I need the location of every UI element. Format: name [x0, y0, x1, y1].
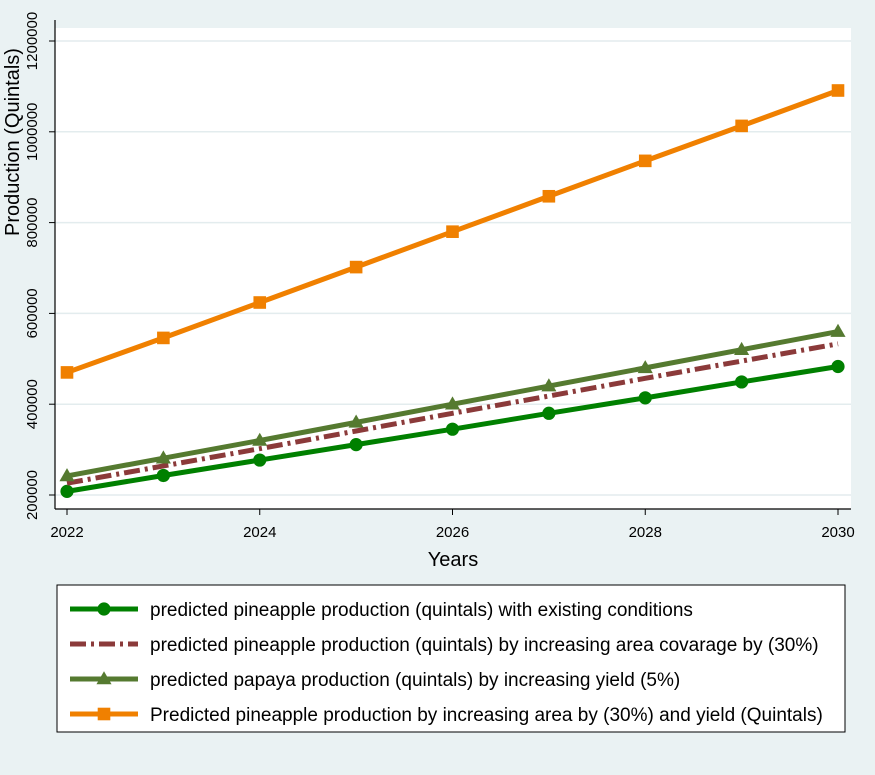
- data-point: [542, 189, 556, 203]
- series: [59, 84, 846, 498]
- legend-item-1: predicted pineapple production (quintals…: [70, 600, 693, 621]
- data-point: [348, 414, 364, 428]
- data-point: [542, 406, 556, 420]
- legend: predicted pineapple production (quintals…: [56, 584, 846, 733]
- y-tick-label: 1200000: [24, 12, 41, 70]
- data-point: [831, 359, 845, 374]
- data-point: [97, 602, 111, 616]
- data-point: [157, 331, 170, 345]
- x-tick-label: 2026: [436, 524, 469, 541]
- data-point: [97, 707, 111, 721]
- legend-label: predicted papaya production (quintals) b…: [150, 670, 680, 691]
- x-tick-label: 2030: [821, 524, 854, 541]
- data-point: [156, 468, 170, 483]
- plot-area: [55, 28, 851, 509]
- data-point: [60, 366, 74, 379]
- data-point: [446, 225, 459, 238]
- legend-label: predicted pineapple production (quintals…: [150, 600, 693, 621]
- data-point: [637, 360, 653, 374]
- series-1: [60, 359, 845, 498]
- data-point: [735, 375, 749, 389]
- data-point: [96, 671, 112, 685]
- x-tick-label: 2022: [50, 524, 83, 541]
- data-point: [155, 450, 171, 464]
- x-tick-label: 2028: [629, 524, 662, 541]
- legend-label: predicted pineapple production (quintals…: [150, 635, 819, 656]
- legend-item-3: predicted papaya production (quintals) b…: [70, 670, 680, 691]
- legend-item-4: Predicted pineapple production by increa…: [70, 705, 823, 726]
- data-point: [831, 84, 845, 97]
- y-axis-title: Production (Quintals): [2, 48, 24, 236]
- series-2: [66, 341, 839, 486]
- data-point: [252, 432, 268, 446]
- grid: [55, 40, 851, 496]
- data-point: [253, 453, 267, 467]
- axes: 200000 400000 600000 800000 1000000 1200000 20…: [24, 12, 855, 541]
- x-tick-label: 2024: [243, 524, 276, 541]
- data-point: [349, 260, 363, 274]
- series-4: [60, 84, 845, 379]
- y-tick-label: 600000: [24, 288, 41, 338]
- data-point: [541, 378, 557, 392]
- x-axis-title: Years: [428, 549, 478, 571]
- data-point: [638, 391, 652, 405]
- data-point: [734, 341, 750, 356]
- y-tick-label: 200000: [24, 470, 41, 520]
- y-tick-label: 1000000: [24, 103, 41, 161]
- data-point: [444, 396, 461, 410]
- data-point: [60, 484, 74, 498]
- data-point: [349, 438, 363, 452]
- data-point: [638, 154, 652, 168]
- data-point: [830, 323, 846, 337]
- data-point: [253, 296, 267, 309]
- y-tick-label: 400000: [24, 379, 41, 429]
- data-point: [59, 468, 75, 482]
- data-point: [445, 422, 460, 436]
- series-3: [59, 323, 846, 482]
- legend-item-2: predicted pineapple production (quintals…: [70, 635, 819, 656]
- y-tick-label: 800000: [24, 198, 41, 248]
- series-line: [66, 341, 839, 486]
- data-point: [735, 119, 748, 133]
- legend-box: [56, 584, 846, 733]
- legend-label: Predicted pineapple production by increa…: [150, 705, 823, 726]
